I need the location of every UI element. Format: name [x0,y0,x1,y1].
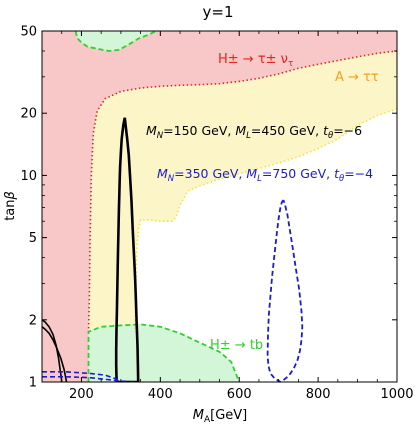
y-tick-label: 1 [29,376,37,391]
chart-title: y=1 [203,3,234,21]
x-tick-label: 1000 [380,387,413,402]
boundary-green-bottom [87,323,241,382]
boundary-green-top [74,31,157,52]
region-fill-green-top [75,31,157,51]
annotation-benchmark-2: MN=350 GeV, ML=750 GeV, tθ=−4 [157,166,373,184]
boundary-yellow [133,108,397,332]
y-tick-label: 10 [20,169,37,184]
y-axis-label: tanβ [3,191,18,221]
y-tick-label: 50 [20,25,37,40]
y-tick-label: 20 [20,107,37,122]
series-curve-0 [114,117,140,382]
svg-text:H± → tb: H± → tb [210,338,263,353]
y-tick-label: 2 [29,313,37,328]
series-curves [42,117,304,382]
annotation-h-tb: H± → tb [210,338,263,353]
x-tick-label: 800 [306,387,331,402]
x-tick-label: 400 [148,387,173,402]
svg-text:MN=350 GeV, ML=750 GeV, tθ=−4: MN=350 GeV, ML=750 GeV, tθ=−4 [157,166,373,184]
series-black-low-1 [42,326,68,382]
y-tick-label: 5 [29,231,37,246]
x-tick-label: 200 [69,387,94,402]
annotation-a-tautau: A → ττ [335,70,379,85]
annotation-h-tau-nu: H± → τ± ντ [218,52,293,69]
svg-text:A → ττ: A → ττ [335,70,379,85]
region-fill-green-bottom [88,324,240,382]
svg-text:MN=150 GeV, ML=450 GeV, tθ=−6: MN=150 GeV, ML=450 GeV, tθ=−6 [146,123,362,141]
region-boundaries [74,31,397,382]
series-curve-2 [266,199,304,382]
x-axis-ticks: 200 400 600 800 1000 [41,31,414,402]
region-fills [42,31,397,382]
svg-text:H± → τ± ντ: H± → τ± ντ [218,52,293,69]
series-blue-low-0 [42,370,122,382]
annotation-benchmark-1: MN=150 GeV, ML=450 GeV, tθ=−6 [146,123,362,141]
region-fill-yellow [88,51,397,332]
series-blue-low-1 [42,375,137,382]
x-axis-label: MA[GeV] [193,408,248,425]
region-fill-red [42,31,397,382]
x-tick-label: 600 [227,387,252,402]
y-axis-ticks: 1 2 5 10 20 50 [20,25,397,391]
